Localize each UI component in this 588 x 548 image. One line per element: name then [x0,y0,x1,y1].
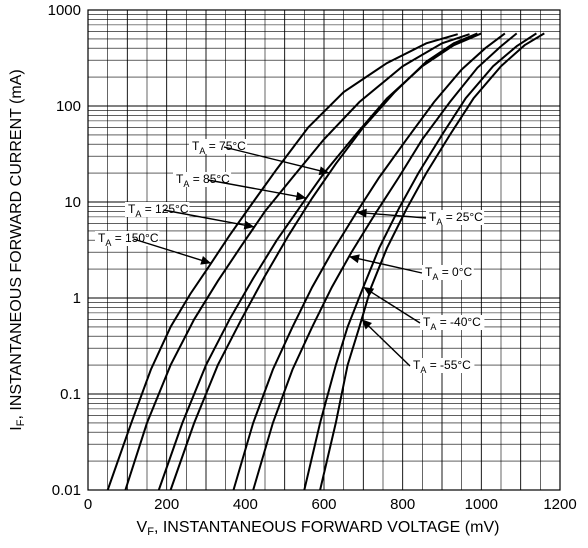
series-label-text: TA = -55°C [413,358,471,375]
series-label-text: TA = 25°C [429,210,483,227]
arrow-head [295,191,307,201]
series-line [319,32,545,491]
x-tick-label: 200 [154,496,179,513]
series-annotations: TA = 75°C TA = 85°CTA = 125°CTA = 150°C TA… [95,139,485,375]
series-label-rest: = 25°C [442,210,483,224]
x-tick-label: 600 [311,496,336,513]
y-tick-label: 10 [64,194,81,211]
arrow-head [349,254,360,264]
label-background [125,202,190,217]
series-line [303,32,537,491]
arrow-head [356,208,367,218]
label-background [420,315,485,330]
y-axis-title-sub: F [15,419,27,426]
series-label-1: TA = 85°C [173,172,307,201]
y-tick-label: 0.01 [52,482,81,499]
x-tick-label: 1000 [465,496,498,513]
series-label-5: TA = 0°C [348,254,474,282]
arrow-line [163,209,255,228]
series-label-rest: = 0°C [438,265,472,279]
label-background [410,358,475,373]
arrow-line [348,255,423,274]
y-axis-title: IF, INSTANTANEOUS FORWARD CURRENT (mA) [8,69,27,430]
y-tick-label: 1000 [48,2,81,19]
series-label-rest: = -40°C [436,315,481,329]
series-label-subscript: A [420,365,426,375]
series-label-rest: = -55°C [426,358,471,372]
y-axis-title-main: I [8,426,25,430]
series-label-text: TA = 75°C [192,139,246,156]
arrow-line [356,211,427,219]
y-tick-label: 100 [56,98,81,115]
arrow-head [318,166,330,176]
arrow-head [200,255,212,265]
series-line [124,33,470,491]
arrow-line [362,286,421,324]
arrow-line [361,318,411,367]
series-label-subscript: A [105,238,111,248]
y-axis-title-rest: , INSTANTANEOUS FORWARD CURRENT (mA) [8,69,25,419]
label-background [426,210,485,225]
series-curves [106,32,545,491]
label-background [189,139,248,154]
arrow-head [361,319,372,330]
series-label-subscript: A [135,209,141,219]
x-tick-label: 800 [390,496,415,513]
series-label-subscript: A [436,217,442,227]
series-label-subscript: A [183,179,189,189]
series-label-text: TA = 150°C [98,231,159,248]
x-axis-title-rest: , INSTANTANEOUS FORWARD VOLTAGE (mV) [154,519,500,536]
series-label-subscript: A [432,272,438,282]
series-label-3: TA = 150°C [95,231,212,265]
series-line [106,33,458,491]
series-label-2: TA = 125°C [125,202,255,230]
x-tick-label: 400 [233,496,258,513]
tick-labels: 0 200 400 600 800 1000 1200 0.01 0.1 1 10 100 1000 [48,2,577,513]
series-label-6: TA = -40°C [362,286,485,332]
arrow-line [223,146,330,174]
series-label-0: TA = 75°C [189,139,330,176]
series-label-4: TA = 25°C [356,208,485,227]
arrow-line [133,238,212,264]
series-label-rest: = 150°C [111,231,158,245]
arrow-head [363,287,375,297]
x-axis-title: VF, INSTANTANEOUS FORWARD VOLTAGE (mV) [137,519,500,538]
series-label-subscript: A [199,146,205,156]
label-background [422,265,474,280]
x-tick-label: 1200 [543,496,576,513]
series-label-text: TA = -40°C [423,315,481,332]
chart-grid [87,10,561,491]
y-tick-label: 1 [73,290,81,307]
series-label-7: TA = -55°C [361,318,475,375]
y-tick-label: 0.1 [60,386,81,403]
series-line [232,32,506,491]
arrow-line [207,179,307,199]
x-axis-title-sub: F [147,526,154,538]
label-background [173,172,232,187]
x-tick-label: 0 [84,496,92,513]
series-label-rest: = 85°C [189,172,230,186]
arrow-head [243,220,255,230]
plot-frame [87,9,561,491]
x-axis-title-main: V [137,519,148,536]
series-line [169,32,478,491]
series-label-subscript: A [430,322,436,332]
